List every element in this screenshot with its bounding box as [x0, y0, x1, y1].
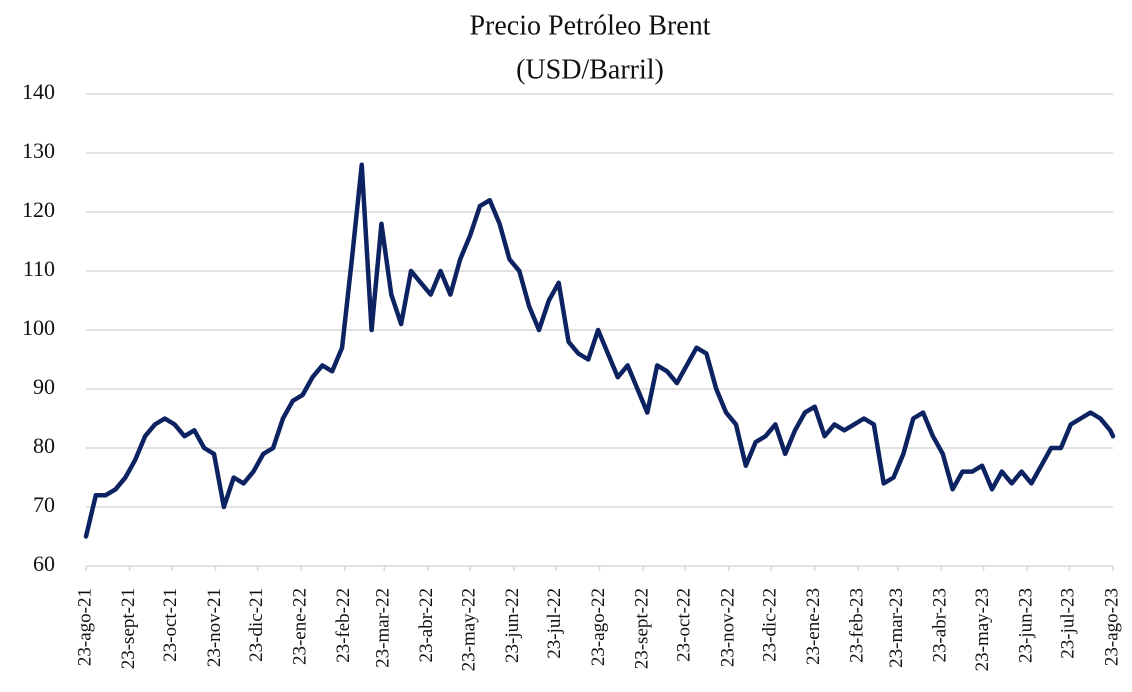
- x-tick-label: 23-feb-22: [333, 588, 354, 663]
- x-tick-label: 23-abr-23: [930, 588, 951, 663]
- chart-title: Precio Petróleo Brent: [469, 10, 710, 41]
- x-tick-label: 23-ago-21: [74, 588, 95, 666]
- x-tick-label: 23-feb-23: [847, 588, 868, 663]
- x-tick-label: 23-may-22: [458, 588, 479, 671]
- x-tick-label: 23-oct-21: [160, 588, 181, 662]
- y-tick-label: 90: [33, 374, 55, 399]
- chart-subtitle: (USD/Barril): [516, 54, 664, 85]
- x-tick-label: 23-jul-23: [1058, 588, 1079, 659]
- y-tick-label: 70: [33, 492, 55, 517]
- x-tick-label: 23-ene-23: [803, 588, 824, 665]
- x-tick-label: 23-nov-22: [717, 588, 738, 667]
- x-tick-label: 23-sept-22: [631, 588, 652, 669]
- y-tick-label: 140: [22, 79, 55, 104]
- y-tick-label: 80: [33, 433, 55, 458]
- y-tick-label: 130: [22, 138, 55, 163]
- x-tick-label: 23-ene-22: [290, 588, 311, 665]
- x-tick-label: 23-ago-22: [588, 588, 609, 666]
- x-tick-label: 23-jun-22: [502, 588, 523, 663]
- x-tick-label: 23-ago-23: [1101, 588, 1122, 666]
- x-tick-label: 23-jun-23: [1016, 588, 1037, 663]
- y-tick-label: 110: [23, 256, 55, 281]
- y-tick-label: 120: [22, 197, 55, 222]
- price-line: [83, 162, 1116, 539]
- x-tick-label: 23-sept-21: [118, 588, 139, 669]
- x-tick-label: 23-mar-22: [373, 588, 394, 668]
- x-tick-label: 23-dic-21: [246, 588, 267, 662]
- x-tick-label: 23-oct-22: [674, 588, 695, 662]
- x-tick-label: 23-jul-22: [544, 588, 565, 659]
- x-tick-label: 23-may-23: [972, 588, 993, 671]
- x-tick-label: 23-dic-22: [759, 588, 780, 662]
- x-tick-label: 23-abr-22: [416, 588, 437, 663]
- y-tick-label: 100: [22, 315, 55, 340]
- x-tick-label: 23-mar-23: [886, 588, 907, 668]
- x-tick-label: 23-nov-21: [204, 588, 225, 667]
- y-tick-label: 60: [33, 551, 55, 576]
